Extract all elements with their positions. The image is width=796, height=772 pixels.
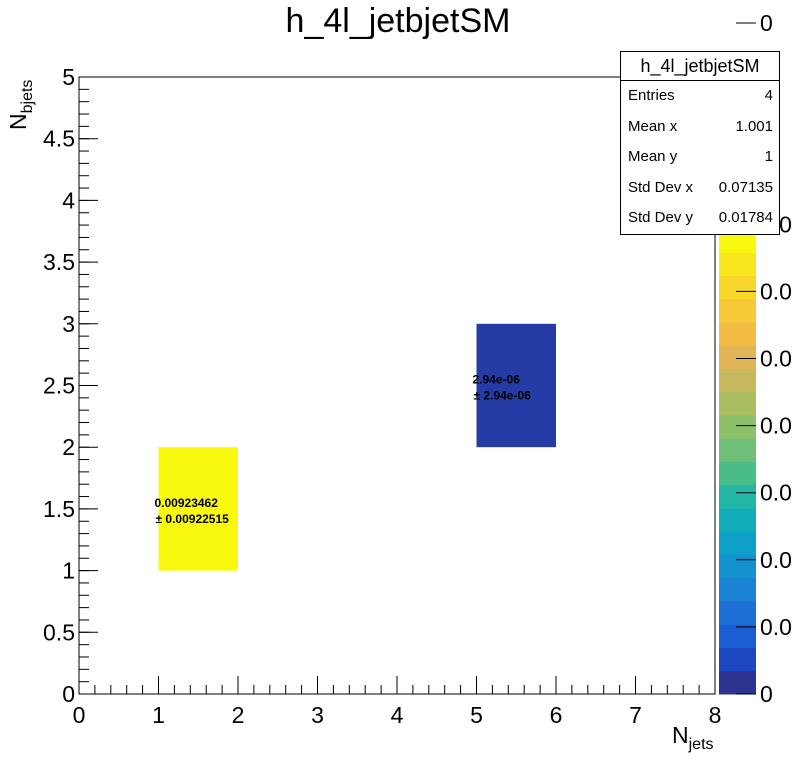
colorbar-tick-label: 0 [760, 10, 773, 36]
x-tick-label: 3 [311, 702, 324, 728]
stats-key: Std Dev y [628, 209, 694, 226]
y-tick-label: 1.5 [43, 496, 75, 522]
x-tick-label: 6 [550, 702, 563, 728]
stats-value: 1 [764, 148, 773, 165]
y-tick-label: 4.5 [43, 126, 75, 152]
colorbar-swatch [719, 438, 756, 462]
stats-value: 1.001 [735, 117, 773, 135]
cell-error-label: ± 0.00922515 [156, 512, 230, 526]
chart-title: h_4l_jetbjetSM [285, 2, 511, 40]
colorbar-swatch [719, 345, 756, 369]
y-tick-label: 2.5 [43, 373, 75, 399]
x-axis-title-subscript: jets [688, 736, 714, 753]
colorbar-tick-label: 0.0 [760, 480, 792, 506]
colorbar-swatch [719, 531, 756, 555]
colorbar-swatch [719, 670, 756, 695]
colorbar-swatch [719, 484, 756, 509]
stats-value: 4 [764, 87, 773, 104]
colorbar-tick-label: 0.0 [760, 278, 792, 304]
colorbar-tick-label: 0.0 [760, 547, 792, 573]
x-tick-label: 4 [391, 702, 404, 728]
x-tick-label: 8 [709, 702, 722, 728]
stats-row: Std Dev y 0.01784 [621, 203, 779, 234]
y-tick-label: 4 [62, 187, 75, 213]
colorbar-tick-label: 0.0 [760, 413, 792, 439]
cell-error-label: ± 2.94e-06 [474, 389, 532, 403]
colorbar-tick-label: 0.0 [760, 346, 792, 372]
y-tick-label: 0 [62, 681, 75, 707]
colorbar-swatch [719, 275, 756, 300]
stats-value: 0.01784 [718, 209, 773, 226]
y-axis-title-subscript: bjets [19, 80, 36, 114]
stats-key: Std Dev x [628, 178, 694, 196]
colorbar-swatch [719, 415, 756, 439]
stats-title: h_4l_jetbjetSM [621, 52, 779, 81]
colorbar-swatch [719, 647, 756, 672]
y-tick-label: 2 [62, 434, 75, 460]
stats-box: h_4l_jetbjetSM Entries 4 Mean x 1.001 Mean y… [620, 51, 780, 235]
cell-value-label: 2.94e-06 [473, 373, 521, 387]
colorbar-tick-label: 0.0 [760, 614, 792, 640]
colorbar-swatch [719, 461, 756, 486]
cell-value-label: 0.00923462 [155, 496, 219, 510]
y-tick-label: 0.5 [43, 619, 75, 645]
stats-row: Mean x 1.001 [621, 112, 779, 143]
colorbar-swatch [719, 368, 756, 393]
x-tick-label: 0 [73, 702, 86, 728]
heatmap-cell-1 [476, 323, 556, 448]
y-tick-label: 3 [62, 311, 75, 337]
colorbar-swatch [719, 298, 756, 323]
stats-row: Mean y 1 [621, 142, 779, 173]
heatmap-cell-0 [158, 447, 238, 571]
colorbar-swatch [719, 577, 756, 602]
x-tick-label: 7 [629, 702, 642, 728]
y-axis-title: Nbjets [5, 80, 36, 130]
colorbar-swatch [719, 554, 756, 579]
stats-row: Entries 4 [621, 81, 779, 112]
y-tick-label: 3.5 [43, 249, 75, 275]
stats-key: Mean y [628, 148, 678, 165]
stats-value: 0.07135 [718, 178, 773, 196]
colorbar-tick-label: 0 [760, 681, 773, 707]
colorbar-swatch [719, 508, 756, 532]
colorbar-swatch [719, 601, 756, 625]
y-tick-label: 5 [62, 64, 75, 90]
colorbar-swatch [719, 252, 756, 276]
colorbar-swatch [719, 391, 756, 416]
stats-key: Mean x [628, 117, 678, 135]
x-tick-label: 1 [152, 702, 165, 728]
x-axis-title: Njets [672, 722, 714, 753]
stats-row: Std Dev x 0.07135 [621, 173, 779, 204]
y-tick-label: 1 [62, 558, 75, 584]
colorbar-swatch [719, 624, 756, 648]
x-tick-label: 5 [470, 702, 483, 728]
colorbar-swatch [719, 322, 756, 346]
stats-key: Entries [628, 87, 675, 104]
x-tick-label: 2 [232, 702, 245, 728]
